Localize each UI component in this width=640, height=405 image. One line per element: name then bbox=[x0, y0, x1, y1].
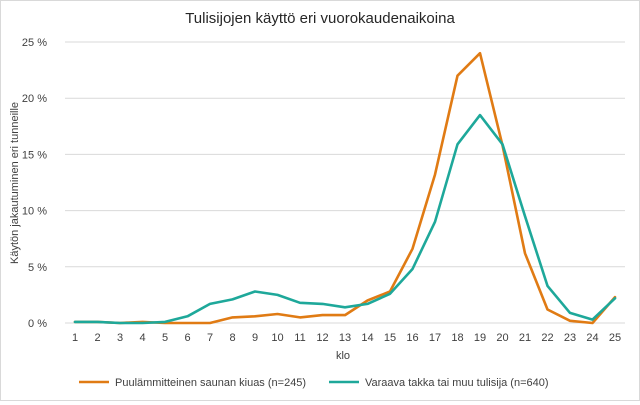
x-tick-label: 23 bbox=[564, 332, 576, 344]
x-tick-label: 6 bbox=[184, 332, 190, 344]
x-tick-label: 19 bbox=[474, 332, 486, 344]
x-tick-label: 11 bbox=[294, 332, 305, 344]
x-tick-label: 9 bbox=[252, 332, 258, 344]
x-tick-label: 8 bbox=[229, 332, 235, 344]
x-tick-label: 20 bbox=[496, 332, 508, 344]
x-tick-label: 7 bbox=[207, 332, 213, 344]
gridlines bbox=[65, 41, 625, 324]
x-tick-label: 16 bbox=[406, 332, 418, 344]
chart-title: Tulisijojen käyttö eri vuorokaudenaikoin… bbox=[185, 10, 455, 27]
series-line-1 bbox=[73, 51, 617, 325]
y-tick-label: 0 % bbox=[28, 318, 47, 330]
y-tick-label: 20 % bbox=[22, 93, 47, 105]
x-tick-label: 4 bbox=[139, 332, 145, 344]
x-tick-label: 5 bbox=[162, 332, 168, 344]
x-tick-label: 10 bbox=[271, 332, 283, 344]
x-tick-label: 13 bbox=[339, 332, 351, 344]
x-tick-label: 17 bbox=[429, 332, 441, 344]
x-tick-label: 24 bbox=[586, 332, 598, 344]
y-tick-label: 10 % bbox=[22, 206, 47, 218]
legend-label-1: Puulämmitteinen saunan kiuas (n=245) bbox=[115, 377, 306, 389]
y-tick-labels: 0 % 5 % 10 % 15 % 20 % 25 % bbox=[22, 37, 47, 330]
x-tick-label: 22 bbox=[541, 332, 553, 344]
y-tick-label: 15 % bbox=[22, 149, 47, 161]
y-tick-label: 5 % bbox=[28, 262, 47, 274]
x-tick-label: 1 bbox=[72, 332, 78, 344]
x-axis-label: klo bbox=[336, 350, 350, 362]
x-tick-label: 15 bbox=[384, 332, 396, 344]
x-tick-labels: 1 2 3 4 5 6 7 8 9 10 11 12 13 14 15 16 17 18 19 20 21 22 23 24 2… bbox=[72, 332, 621, 344]
x-tick-label: 12 bbox=[316, 332, 328, 344]
x-tick-label: 21 bbox=[519, 332, 531, 344]
series-line-2 bbox=[73, 113, 617, 325]
x-tick-label: 2 bbox=[94, 332, 100, 344]
legend-label-2: Varaava takka tai muu tulisija (n=640) bbox=[365, 377, 549, 389]
x-tick-label: 25 bbox=[609, 332, 621, 344]
y-axis-label: Käytön jakautuminen eri tunneille bbox=[9, 102, 21, 264]
legend: Puulämmitteinen saunan kiuas (n=245) Vara… bbox=[79, 377, 549, 389]
x-tick-label: 14 bbox=[361, 332, 373, 344]
y-tick-label: 25 % bbox=[22, 37, 47, 49]
x-tick-label: 3 bbox=[117, 332, 123, 344]
series-lines bbox=[73, 51, 617, 325]
x-tick-label: 18 bbox=[451, 332, 463, 344]
